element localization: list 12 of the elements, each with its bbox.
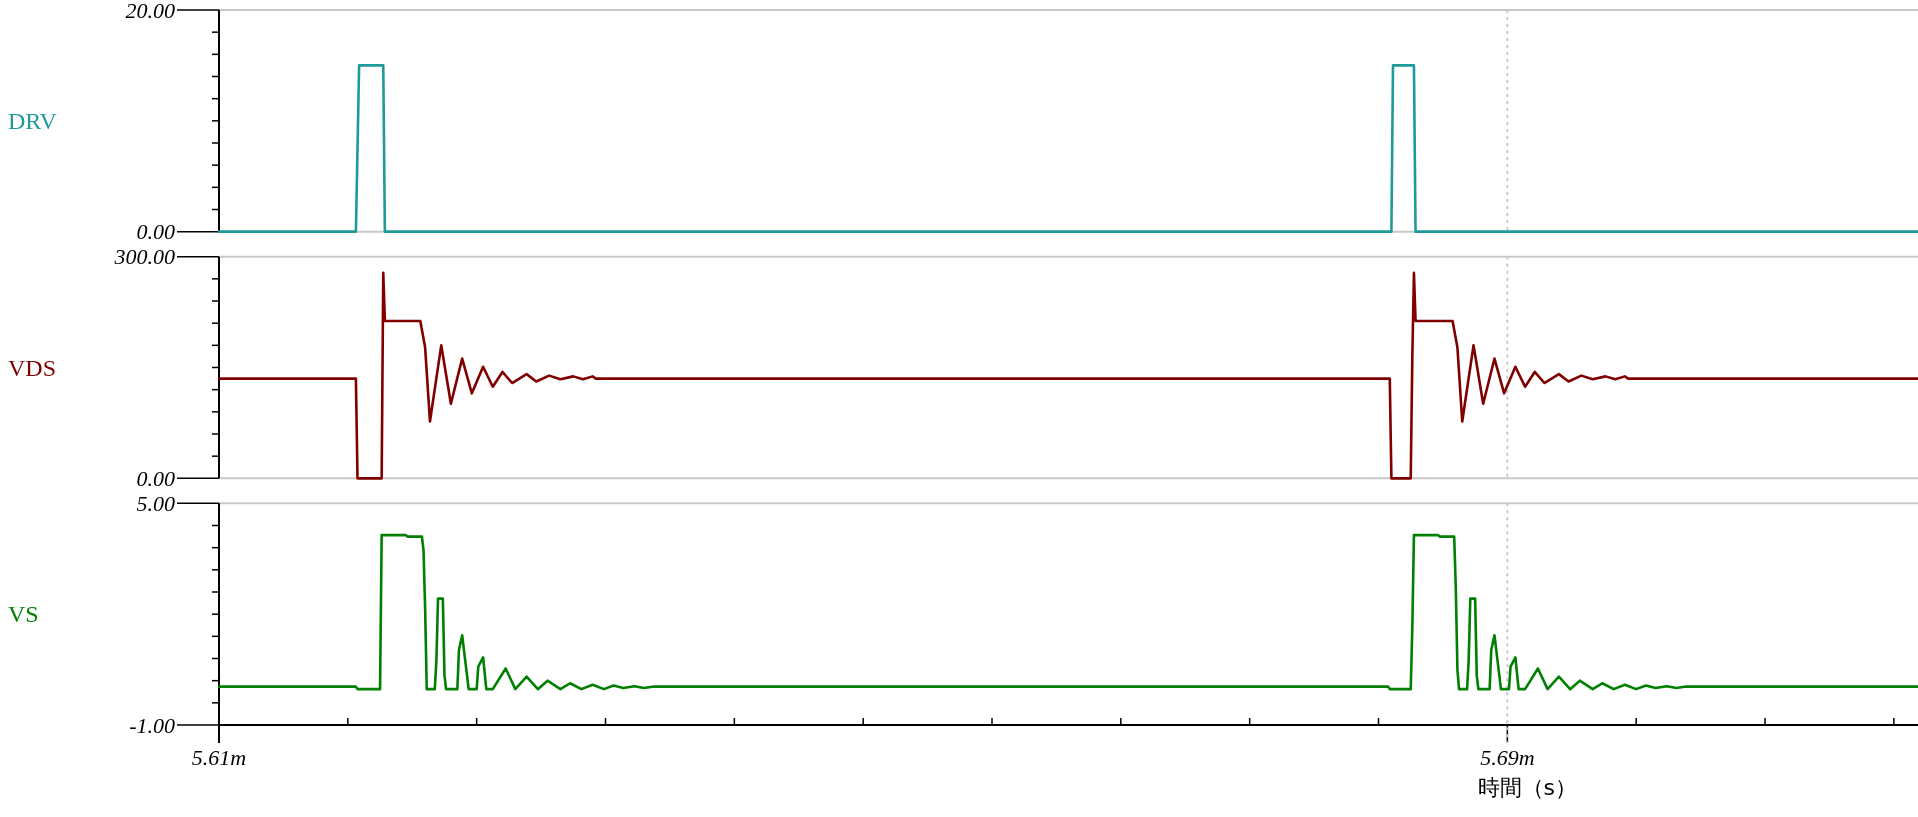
y-tick-label: 20.00 bbox=[125, 0, 175, 23]
x-axis-title: 時間（s） bbox=[1477, 775, 1578, 800]
text: VDS bbox=[8, 354, 57, 381]
text: DRV bbox=[8, 107, 58, 134]
y-tick-label: 0.00 bbox=[136, 465, 175, 491]
x-tick-label: 5.61m bbox=[191, 745, 247, 770]
x-tick-label: 5.69m bbox=[1480, 745, 1535, 770]
y-tick-label: 300.00 bbox=[113, 244, 175, 270]
y-tick-label: 5.00 bbox=[136, 490, 175, 516]
text: VS bbox=[8, 601, 39, 628]
y-tick-label: 0.00 bbox=[136, 219, 175, 245]
y-tick-label: -1.00 bbox=[129, 712, 175, 738]
